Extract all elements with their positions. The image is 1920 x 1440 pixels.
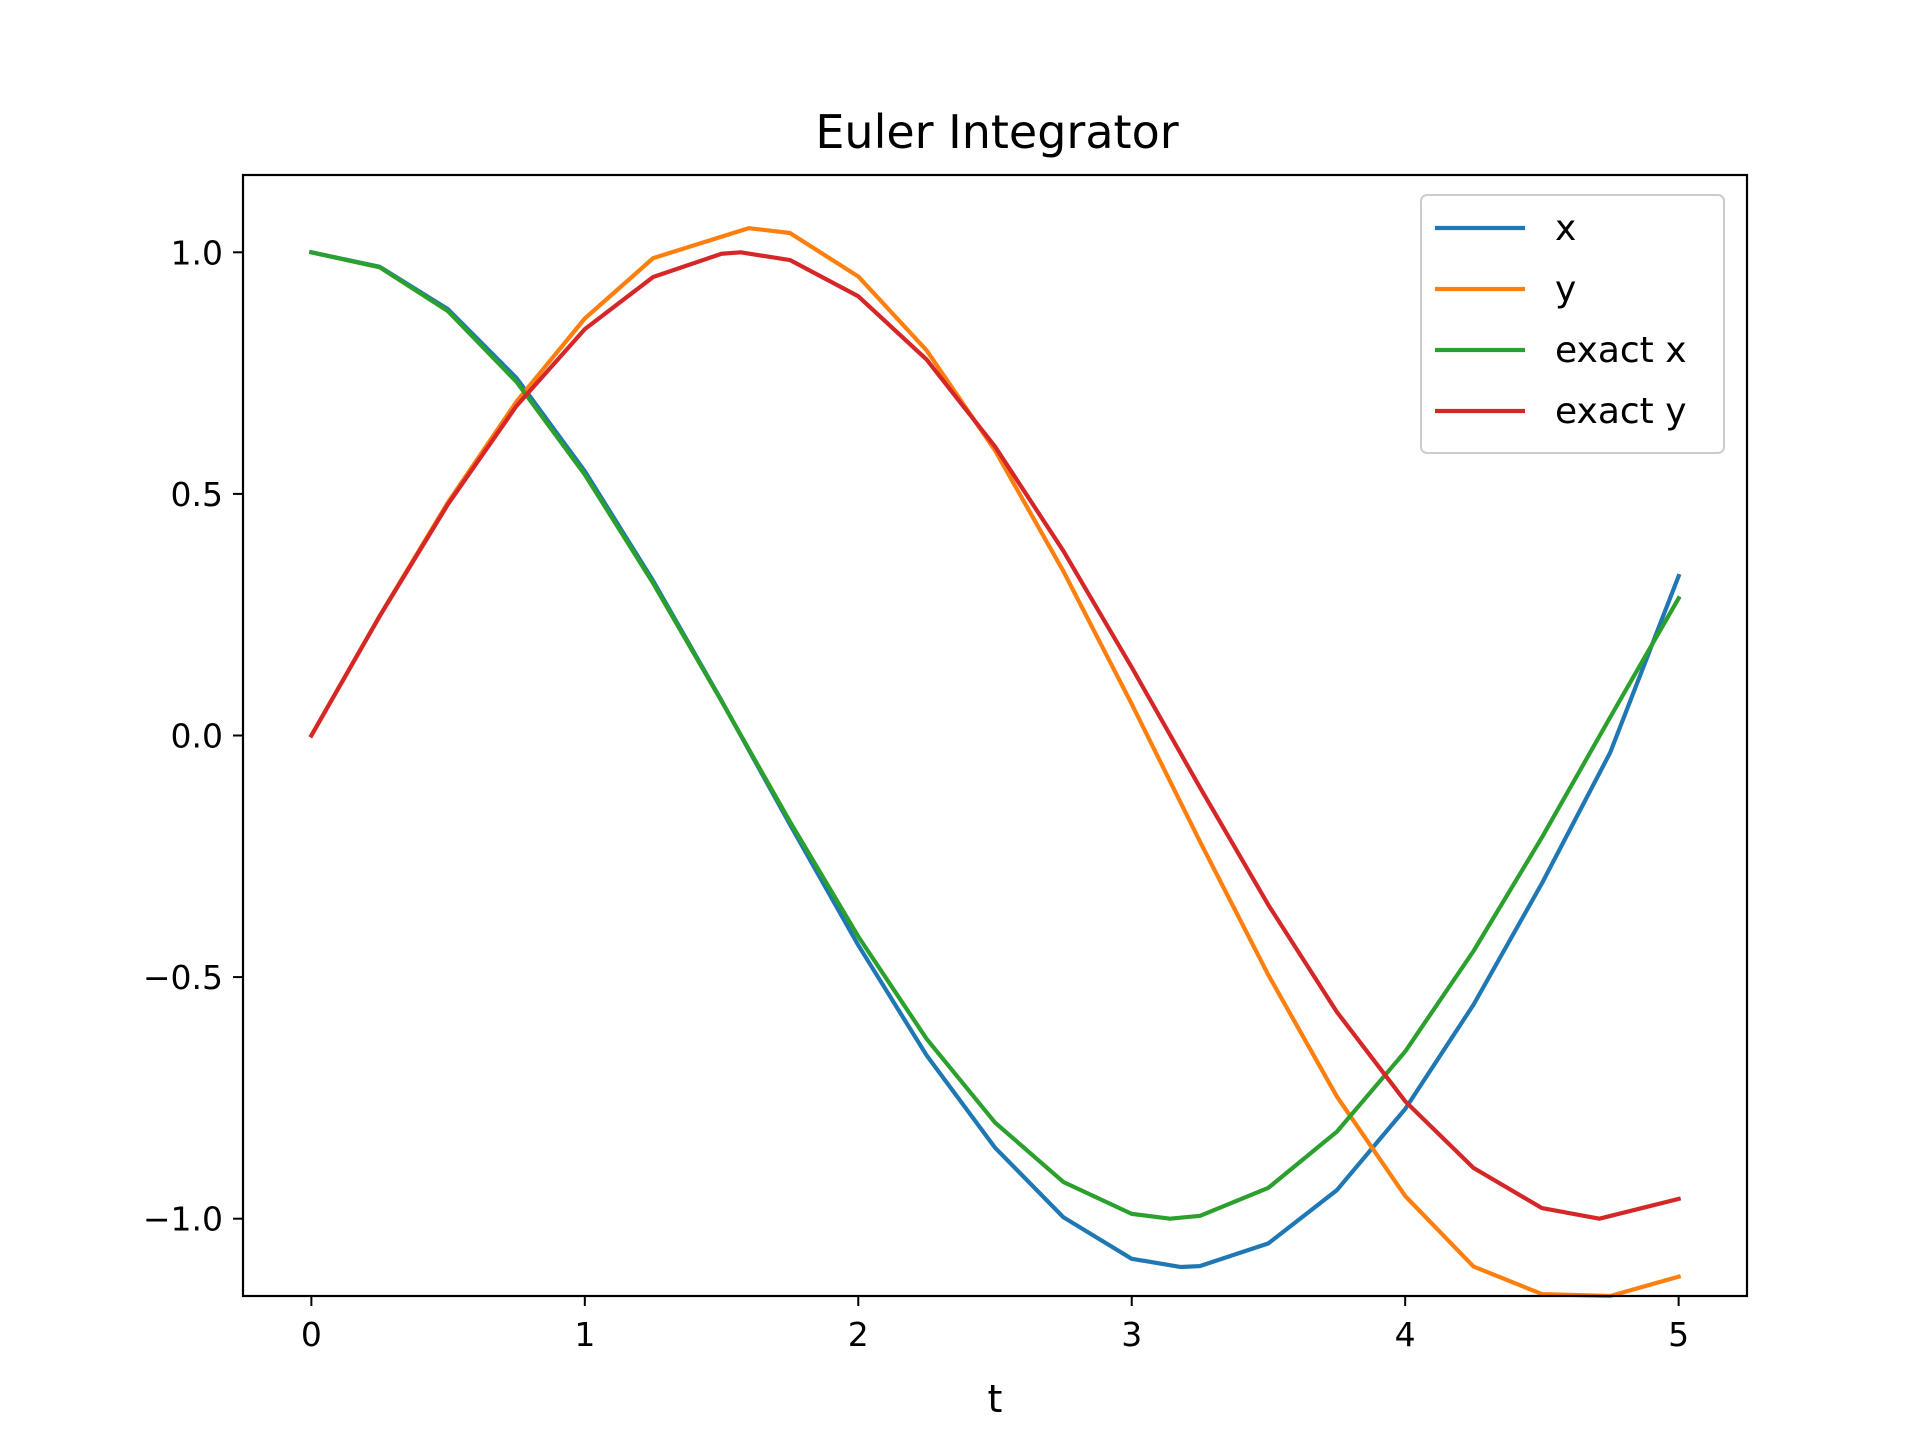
series-line-y: [308, 226, 1682, 1299]
x-axis-title: t: [988, 1377, 1003, 1421]
x-tick-label: 1: [574, 1315, 595, 1354]
plot-lines: [308, 226, 1682, 1299]
x-tick-label: 4: [1395, 1315, 1416, 1354]
legend-label: exact y: [1555, 391, 1687, 432]
legend-label: x: [1555, 208, 1576, 249]
chart-title: Euler Integrator: [815, 105, 1178, 159]
series-line-exact-x: [308, 249, 1682, 1221]
y-tick-label: −1.0: [143, 1200, 223, 1239]
y-tick-label: 0.5: [171, 475, 223, 514]
x-axis-ticks: 0 1 2 3 4 5: [301, 1296, 1689, 1354]
x-tick-label: 2: [848, 1315, 869, 1354]
y-axis-ticks: 1.0 0.5 0.0 −0.5 −1.0: [143, 233, 243, 1239]
series-line-exact-y: [308, 250, 1682, 1221]
y-tick-label: 0.0: [171, 717, 223, 756]
legend: xy exact x exact y: [1420, 194, 1725, 454]
legend-box: [1420, 194, 1725, 454]
y-tick-label: 1.0: [171, 233, 223, 272]
legend-label: exact x: [1555, 330, 1687, 371]
x-tick-label: 3: [1121, 1315, 1142, 1354]
x-tick-label: 0: [301, 1315, 322, 1354]
x-tick-label: 5: [1668, 1315, 1689, 1354]
legend-label: y: [1555, 269, 1576, 310]
series-line-x: [308, 249, 1682, 1270]
y-tick-label: −0.5: [143, 958, 223, 997]
